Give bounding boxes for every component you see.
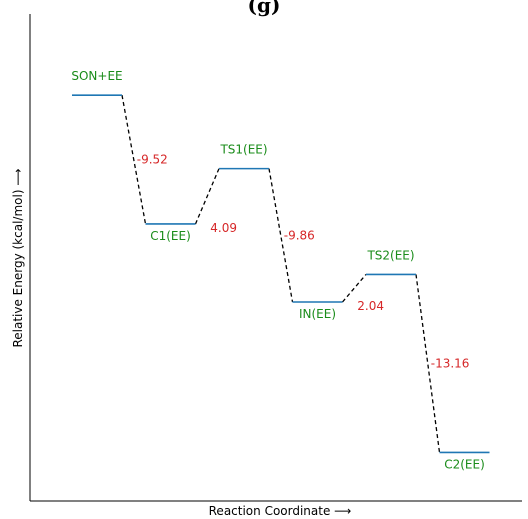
state-label: TS1(EE) [219,143,267,157]
state-label: C1(EE) [150,229,191,243]
connector-line [268,168,294,303]
state-label: C2(EE) [444,457,485,471]
state-label: TS2(EE) [366,248,414,262]
connector-line [415,274,441,453]
delta-label: 4.09 [210,221,237,235]
delta-label: -9.52 [137,153,168,167]
connector-line [194,168,220,225]
delta-label: -9.86 [284,228,315,242]
state-label: SON+EE [71,69,122,83]
panel-label: (g) [247,0,281,17]
connector-line [121,95,147,225]
x-axis-label: Reaction Coordinate ⟶ [208,504,352,518]
state-label: IN(EE) [299,307,336,321]
connector-line [342,273,367,303]
delta-label: -13.16 [431,356,470,370]
delta-label: 2.04 [357,299,384,313]
